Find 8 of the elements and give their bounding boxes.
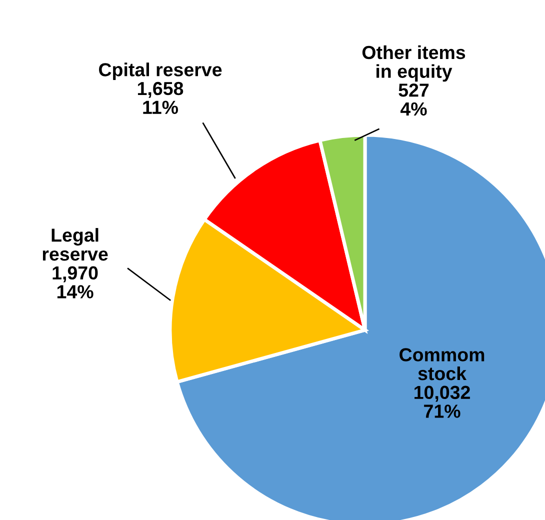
data-label: 1,658 11% — [138, 82, 184, 114]
slice-label: Commom stock — [400, 348, 484, 380]
data-label: 1,970 14% — [52, 266, 98, 298]
slice-label: Legal reserve — [42, 228, 108, 261]
data-label: 527 4% — [398, 84, 429, 116]
data-label: 10,032 71% — [414, 386, 470, 418]
slice-label: Other items in equity — [362, 45, 466, 82]
slice-label: Cpital reserve — [99, 62, 222, 80]
